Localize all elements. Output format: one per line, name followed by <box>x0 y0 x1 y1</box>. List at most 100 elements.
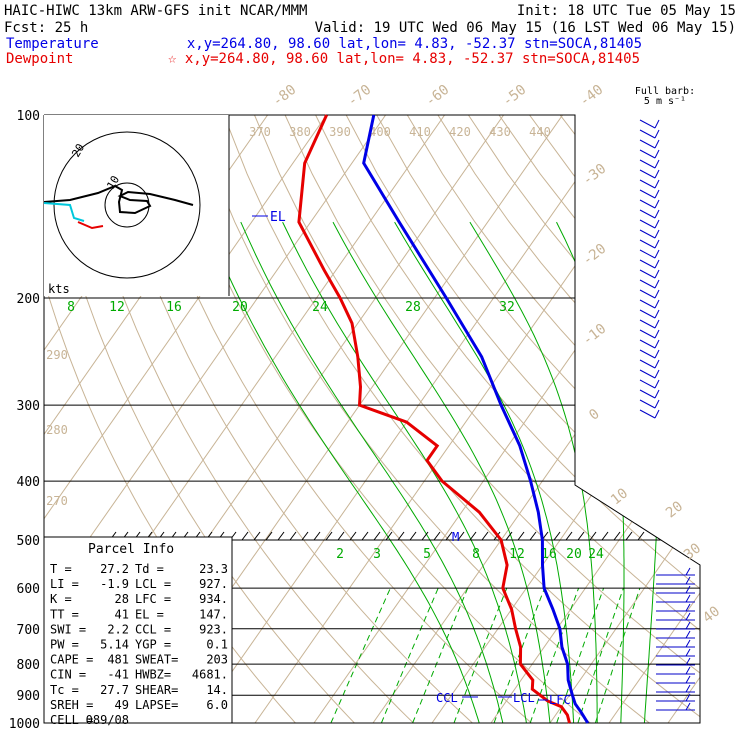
parcel-row-7-col-0: CIN = <box>50 668 86 682</box>
hatch-mark <box>469 531 477 541</box>
dry-adiabat-330 <box>254 115 700 723</box>
theta-label-380: 380 <box>289 125 311 139</box>
wind-barb-upper <box>639 259 656 269</box>
wind-barb-feather <box>685 621 691 630</box>
wind-barb-feather <box>685 630 691 639</box>
parcel-row-0-col-2: Td = <box>135 562 164 576</box>
hatch-mark <box>589 531 597 541</box>
isotherm-labels: -80 -70 -60 -50 -40 -30 -20 -10 0 10 20 30 40 <box>270 82 723 627</box>
isotherm-label-11: 30 <box>681 540 704 563</box>
parcel-row-8-col-2: SHEAR= <box>135 683 178 697</box>
wind-barb-upper <box>639 329 656 339</box>
theta-label-440: 440 <box>529 125 551 139</box>
wind-barbs <box>639 119 695 711</box>
moist-adiabat-12 <box>240 221 504 723</box>
pressure-tick-labels: 100 200 300 400 500 600 700 800 900 1000 <box>9 109 40 732</box>
wind-barb-flag <box>654 399 660 409</box>
wind-barb-feather <box>685 576 691 585</box>
pressure-label-800: 800 <box>17 658 40 673</box>
dry-adiabat-270 <box>70 115 414 723</box>
moist-label-24: 24 <box>312 300 328 315</box>
theta-left-label-290: 290 <box>46 348 68 362</box>
mixing-ratio-lines <box>330 587 641 723</box>
isotherm--30 <box>254 115 682 723</box>
pressure-label-1000: 1000 <box>9 717 40 732</box>
isotherm-label-12: 40 <box>700 603 723 626</box>
isotherm-50 <box>727 115 740 723</box>
dry-adiabat-370 <box>376 115 700 723</box>
theta-left-label-270: 270 <box>46 494 68 508</box>
wind-barb-upper <box>639 159 656 169</box>
dry-adiabat-470 <box>681 115 700 723</box>
el-marker: EL <box>270 210 286 225</box>
wind-barb-upper <box>639 359 656 369</box>
wind-barb-upper <box>639 409 656 419</box>
dewpoint-legend-info: ☆ x,y=264.80, 98.60 lat,lon= 4.83, -52.3… <box>168 51 640 67</box>
parcel-row-6-col-0: CAPE = <box>50 653 93 667</box>
wind-barb-flag <box>654 249 660 259</box>
parcel-row-5-col-0: PW = <box>50 638 79 652</box>
isotherm-20 <box>549 115 700 723</box>
wind-barb-upper <box>639 129 656 139</box>
parcel-row-3-col-3: 147. <box>199 607 228 621</box>
dry-adiabat-300 <box>162 115 591 723</box>
wind-barb-flag <box>654 339 660 349</box>
wind-barb-flag <box>654 219 660 229</box>
isotherm-label-5: -30 <box>580 161 610 189</box>
ccl-marker: CCL <box>436 691 458 705</box>
parcel-row-7-col-1: -41 <box>107 668 129 682</box>
dry-adiabat-390 <box>437 115 700 723</box>
wind-barb-upper <box>639 319 656 329</box>
theta-left-label-280: 280 <box>46 423 68 437</box>
wind-barb-upper <box>639 349 656 359</box>
wind-barb-feather <box>685 585 691 594</box>
wind-barb-feather <box>685 603 691 612</box>
wind-barb-feather <box>685 639 691 648</box>
wind-barb-flag <box>654 199 660 209</box>
dry-adiabat-280 <box>101 115 473 723</box>
wind-barb-upper <box>639 199 656 209</box>
dewpoint-legend-label: Dewpoint <box>6 51 73 67</box>
wind-barb-upper <box>639 369 656 379</box>
parcel-row-2-col-3: 934. <box>199 592 228 606</box>
moist-label-20: 20 <box>232 300 248 315</box>
parcel-row-2-col-0: K = <box>50 592 72 606</box>
wind-barb-flag <box>654 279 660 289</box>
parcel-row-1-col-2: LCL = <box>135 577 171 591</box>
parcel-row-3-col-0: TT = <box>50 607 79 621</box>
wind-barb-flag <box>654 349 660 359</box>
hodograph-unit: kts <box>48 282 70 296</box>
wind-barb-flag <box>654 189 660 199</box>
parcel-row-10-col-0: CELL = <box>50 713 93 727</box>
barb-key-line1: Full barb: <box>635 86 695 97</box>
mixing-label-low-3: 3 <box>373 547 381 562</box>
parcel-row-1-col-1: -1.9 <box>100 577 129 591</box>
hatch-mark <box>289 531 297 541</box>
dry-adiabat-290 <box>131 115 532 723</box>
parcel-row-8-col-3: 14. <box>206 683 228 697</box>
wind-barb-flag <box>654 169 660 179</box>
parcel-row-9-col-3: 6.0 <box>206 698 228 712</box>
wind-barb-upper <box>639 309 656 319</box>
hatch-mark <box>397 531 405 541</box>
lfc-marker: LFC <box>549 693 571 707</box>
wind-barb-flag <box>654 179 660 189</box>
theta-label-400: 400 <box>369 125 391 139</box>
header-valid: Valid: 19 UTC Wed 06 May 15 (16 LST Wed … <box>315 20 736 36</box>
isotherm-30 <box>608 115 700 723</box>
wind-barb-feather <box>685 648 691 657</box>
hatch-mark <box>277 531 285 541</box>
hatch-mark <box>565 531 573 541</box>
dry-adiabat-410 <box>498 115 700 723</box>
wind-barb-upper <box>639 179 656 189</box>
wind-barb-feather <box>685 657 691 666</box>
hodograph-trace <box>43 184 194 215</box>
wind-barb-upper <box>639 269 656 279</box>
moist-label-12: 12 <box>109 300 125 315</box>
hatch-mark <box>361 531 369 541</box>
isotherm-0 <box>431 115 700 723</box>
isotherm-label-6: -20 <box>580 241 610 269</box>
mixing-ratio-24 <box>594 587 641 723</box>
wind-barb-flag <box>654 329 660 339</box>
hatch-mark <box>505 531 513 541</box>
